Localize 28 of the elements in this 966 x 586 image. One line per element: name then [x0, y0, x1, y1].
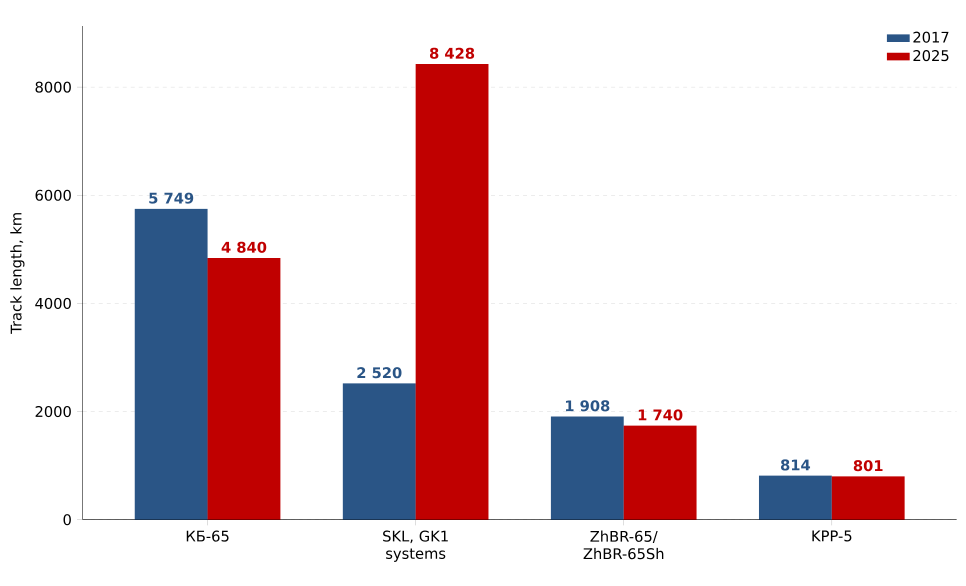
y-tick-label: 8000 [36, 81, 71, 92]
bar [134, 208, 208, 520]
y-tick-label: 2000 [36, 406, 71, 417]
legend-label: 2017 [913, 31, 948, 43]
data-label: 1 908 [566, 400, 610, 412]
bar [832, 476, 905, 520]
x-tick-label: SKL, GK1 systems [383, 530, 448, 562]
data-label: 5 749 [149, 192, 194, 204]
data-label: 1 740 [638, 409, 682, 420]
y-axis-title: Track length, km [10, 212, 24, 334]
bar [758, 475, 832, 520]
data-label: 801 [854, 460, 883, 472]
data-label: 8 428 [430, 48, 474, 59]
x-tick-label: КБ-65 [186, 530, 229, 542]
bar [208, 258, 280, 520]
y-tick-label: 0 [64, 514, 71, 526]
x-tick-label: KPP-5 [812, 530, 852, 542]
bar [550, 416, 624, 520]
x-tick-label: ZhBR-65/ ZhBR-65Sh [584, 530, 664, 560]
y-tick-label: 4000 [35, 298, 71, 309]
bar [416, 64, 488, 520]
bar [624, 425, 697, 520]
legend-label: 2025 [913, 50, 948, 61]
bar [342, 383, 416, 520]
data-label: 4 840 [222, 242, 266, 253]
data-label: 814 [780, 459, 810, 470]
y-tick-label: 6000 [36, 190, 71, 201]
data-label: 2 520 [357, 366, 402, 378]
